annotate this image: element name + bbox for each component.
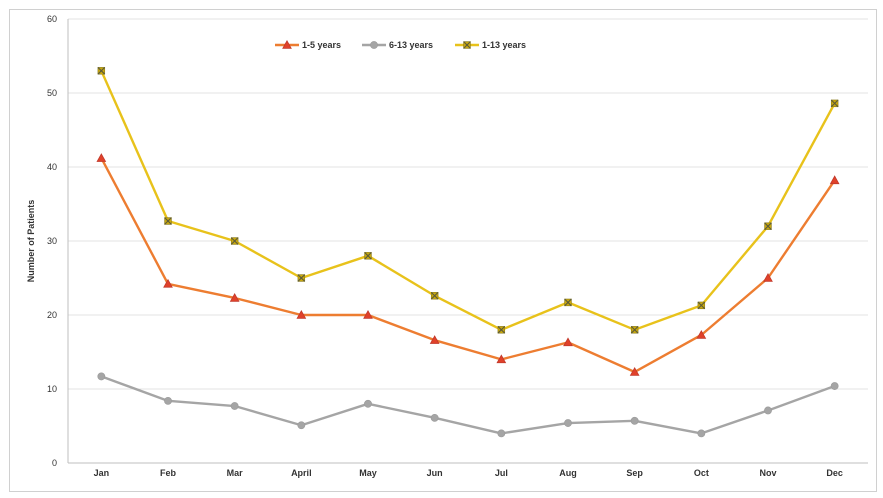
data-point [629, 366, 640, 376]
data-point [630, 326, 639, 334]
gridlines [68, 18, 868, 390]
data-point [696, 329, 707, 339]
data-point [97, 67, 106, 75]
series-line [100, 70, 836, 331]
data-point [764, 222, 772, 230]
legend-item: 6-13 years [362, 40, 433, 50]
data-point [564, 298, 572, 307]
chart-frame [9, 9, 877, 492]
y-tick-label: 60 [47, 14, 57, 24]
data-point [363, 309, 373, 319]
data-point [697, 301, 706, 310]
data-point [96, 153, 107, 162]
x-tick-label: Oct [694, 468, 709, 478]
data-point [164, 396, 172, 405]
y-tick-label: 30 [47, 236, 57, 246]
x-tick-label: Mar [227, 468, 244, 478]
x-tick-label: Sep [626, 468, 643, 478]
data-point [830, 99, 839, 108]
x-tick-label: Aug [559, 468, 577, 478]
data-point [564, 419, 572, 427]
x-tick-label: Jan [94, 468, 110, 478]
x-tick-label: April [291, 468, 312, 478]
y-tick-labels: 0 10 20 30 40 50 60 [47, 14, 57, 468]
x-tick-label: Jul [495, 468, 508, 478]
data-point [297, 274, 306, 282]
data-point [430, 413, 439, 422]
series-line [100, 375, 836, 435]
legend-marker [282, 39, 292, 49]
series-1-13-years [97, 67, 839, 334]
x-tick-label: Dec [826, 468, 843, 478]
legend-item: 1-5 years [275, 39, 341, 50]
y-tick-label: 0 [52, 458, 57, 468]
data-point [297, 421, 306, 430]
series-line [100, 157, 836, 374]
data-point [763, 272, 773, 282]
legend-label: 1-5 years [302, 40, 341, 50]
x-tick-label: May [359, 468, 377, 478]
data-point [563, 337, 573, 347]
data-point [697, 429, 706, 438]
data-point [829, 175, 840, 185]
series-6-13-years [97, 372, 839, 438]
x-tick-labels: Jan Feb Mar April May Jun Jul Aug Sep Oct Nov Dec [94, 468, 843, 478]
series-1-5-years [96, 153, 840, 376]
data-point [497, 326, 506, 334]
data-point [164, 217, 172, 225]
data-point [830, 382, 839, 390]
y-tick-label: 40 [47, 162, 57, 172]
data-point [364, 252, 372, 260]
data-point [229, 292, 240, 302]
data-point [230, 402, 239, 410]
legend-item: 1-13 years [455, 40, 526, 50]
legend: 1-5 years 6-13 years 1-13 years [275, 39, 526, 50]
data-point [230, 237, 239, 245]
legend-label: 6-13 years [389, 40, 433, 50]
y-tick-label: 50 [47, 88, 57, 98]
data-point [296, 309, 307, 319]
y-axis-label: Number of Patients [26, 200, 36, 283]
data-point [429, 335, 440, 344]
y-tick-label: 20 [47, 310, 57, 320]
axes [67, 19, 868, 464]
y-tick-label: 10 [47, 384, 57, 394]
x-tick-label: Jun [427, 468, 443, 478]
legend-label: 1-13 years [482, 40, 526, 50]
data-point [97, 372, 106, 381]
data-point [630, 416, 639, 425]
x-tick-label: Nov [759, 468, 776, 478]
data-point [364, 399, 372, 408]
data-point [497, 429, 506, 438]
data-point [496, 354, 507, 364]
series-lines [96, 67, 840, 438]
legend-marker [370, 41, 378, 49]
x-tick-label: Feb [160, 468, 177, 478]
data-point [430, 291, 439, 300]
data-point [163, 278, 173, 288]
legend-marker [463, 41, 471, 49]
data-point [764, 406, 772, 415]
